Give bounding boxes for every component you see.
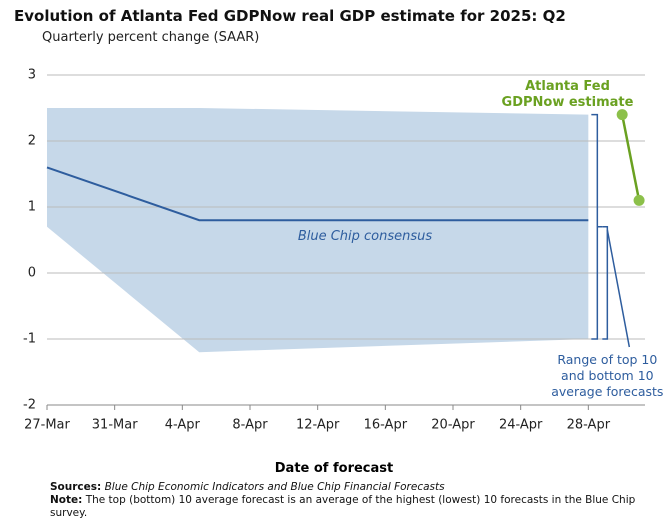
x-tick-label: 12-Apr — [296, 418, 340, 433]
gdpnow-point — [633, 194, 645, 206]
note-text: The top (bottom) 10 average forecast is … — [50, 494, 636, 519]
band-label: Range of top 10 and bottom 10 average fo… — [551, 352, 664, 399]
y-tick-label: 1 — [28, 200, 36, 215]
consensus-line — [46, 166, 589, 222]
sources-text: Blue Chip Economic Indicators and Blue C… — [104, 481, 445, 493]
x-tick-label: 8-Apr — [232, 418, 268, 433]
x-tick-label: 31-Mar — [92, 418, 138, 433]
note: Note: The top (bottom) 10 average foreca… — [50, 494, 650, 520]
footnotes: Sources: Blue Chip Economic Indicators a… — [50, 481, 650, 520]
y-tick-label: 3 — [28, 68, 36, 83]
y-tick-label: 2 — [28, 134, 36, 149]
sources: Sources: Blue Chip Economic Indicators a… — [50, 481, 650, 494]
x-tick-label: 28-Apr — [567, 418, 611, 433]
bracket — [591, 113, 603, 340]
sources-label: Sources: — [50, 481, 102, 493]
points-label: Atlanta Fed GDPNow estimate — [501, 79, 634, 110]
leader-line — [606, 229, 631, 348]
x-tick-label: 4-Apr — [165, 418, 201, 433]
x-tick-label: 16-Apr — [364, 418, 408, 433]
gdpnow-point — [616, 109, 628, 121]
gdpnow-line — [620, 114, 641, 201]
x-tick-label: 24-Apr — [499, 418, 543, 433]
chart-title: Evolution of Atlanta Fed GDPNow real GDP… — [14, 7, 566, 25]
y-tick-label: -2 — [23, 398, 36, 413]
line-label: Blue Chip consensus — [297, 229, 433, 245]
y-tick-label: 0 — [28, 266, 36, 281]
y-tick-label: -1 — [23, 332, 36, 347]
range-band — [47, 108, 589, 353]
chart-subtitle: Quarterly percent change (SAAR) — [42, 30, 260, 45]
x-tick-label: 27-Mar — [24, 418, 70, 433]
note-label: Note: — [50, 494, 83, 506]
bracket — [602, 226, 609, 340]
x-tick-label: 20-Apr — [431, 418, 475, 433]
x-axis-label: Date of forecast — [274, 461, 394, 476]
